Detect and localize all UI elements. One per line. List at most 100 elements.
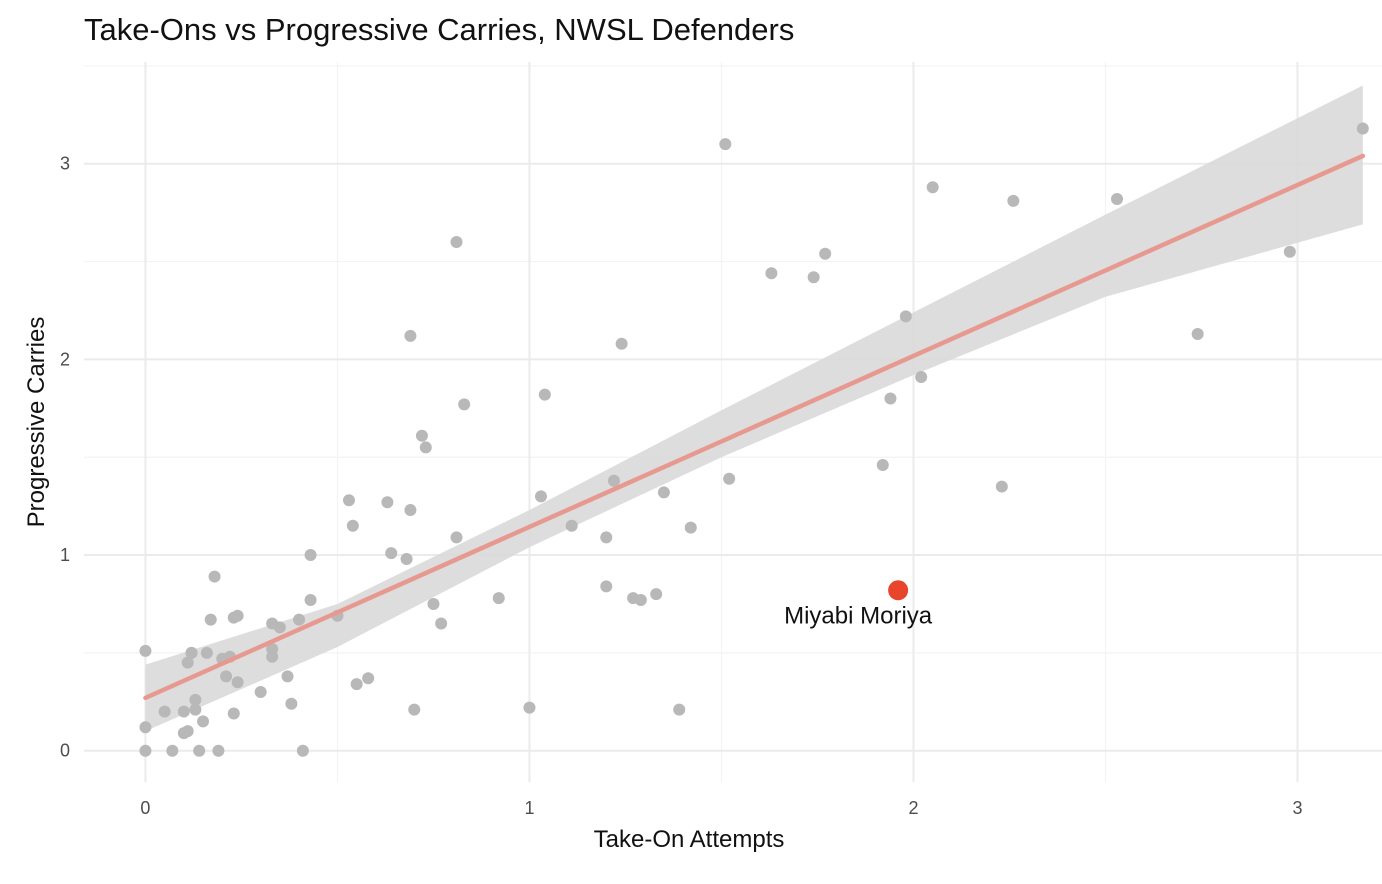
data-point	[204, 613, 217, 626]
data-point	[415, 429, 428, 442]
data-point	[408, 703, 421, 716]
y-tick-label: 2	[60, 349, 70, 369]
y-axis-title: Progressive Carries	[23, 317, 50, 528]
data-point	[273, 621, 286, 634]
data-point	[1111, 192, 1124, 205]
data-point	[200, 646, 213, 659]
data-point	[139, 744, 152, 757]
data-point	[819, 247, 832, 260]
data-point	[281, 670, 294, 683]
data-point	[884, 392, 897, 405]
confidence-band	[145, 85, 1363, 732]
data-point	[177, 705, 190, 718]
highlight-point	[888, 580, 909, 601]
data-point	[565, 519, 578, 532]
data-point	[538, 388, 551, 401]
data-point	[404, 504, 417, 517]
data-point	[673, 703, 686, 716]
y-tick-labels: 0 1 2 3	[60, 154, 70, 761]
data-point	[181, 725, 194, 738]
data-point	[404, 329, 417, 342]
data-point	[158, 705, 171, 718]
data-point	[362, 672, 375, 685]
data-point	[139, 721, 152, 734]
data-point	[807, 271, 820, 284]
data-point	[304, 549, 317, 562]
data-point	[231, 676, 244, 689]
data-point	[450, 531, 463, 544]
data-point	[419, 441, 432, 454]
data-point	[342, 494, 355, 507]
x-tick-label: 1	[524, 798, 534, 818]
data-point	[615, 337, 628, 350]
data-point	[296, 744, 309, 757]
data-point	[995, 480, 1008, 493]
data-point	[1191, 327, 1204, 340]
highlight-label: Miyabi Moriya	[784, 602, 933, 629]
data-point	[607, 474, 620, 487]
data-point	[139, 644, 152, 657]
chart-title: Take-Ons vs Progressive Carries, NWSL De…	[84, 12, 795, 47]
data-point	[220, 670, 233, 683]
data-point	[185, 646, 198, 659]
data-point	[304, 594, 317, 607]
data-point	[765, 267, 778, 280]
x-axis-title: Take-On Attempts	[594, 826, 785, 853]
major-gridlines	[84, 62, 1382, 782]
data-point	[650, 588, 663, 601]
data-point	[427, 597, 440, 610]
data-point	[634, 594, 647, 607]
trend-line	[143, 153, 1366, 701]
data-point	[293, 613, 306, 626]
y-tick-label: 0	[60, 741, 70, 761]
data-point	[1007, 194, 1020, 207]
data-point	[1356, 122, 1369, 135]
data-point	[231, 609, 244, 622]
data-point	[492, 592, 505, 605]
data-point	[1283, 245, 1296, 258]
data-point	[719, 138, 732, 151]
data-point	[435, 617, 448, 630]
data-point	[197, 715, 210, 728]
data-point	[600, 531, 613, 544]
x-tick-labels: 0 1 2 3	[140, 798, 1302, 818]
data-point	[723, 472, 736, 485]
data-point	[346, 519, 359, 532]
points-layer	[139, 122, 1369, 757]
trend-layer	[143, 153, 1366, 701]
data-point	[915, 371, 928, 383]
data-point	[189, 693, 202, 706]
data-point	[181, 656, 194, 669]
data-point	[458, 398, 471, 411]
data-point	[208, 570, 221, 583]
data-point	[926, 181, 939, 194]
data-point	[266, 650, 279, 663]
data-point	[189, 703, 202, 716]
data-point	[385, 547, 398, 560]
data-point	[166, 744, 179, 757]
data-point	[254, 686, 267, 698]
y-tick-label: 3	[60, 154, 70, 174]
data-point	[381, 496, 394, 509]
confidence-band-layer	[145, 85, 1363, 732]
y-tick-label: 1	[60, 545, 70, 565]
x-tick-label: 0	[140, 798, 150, 818]
data-point	[450, 236, 463, 248]
x-tick-label: 2	[908, 798, 918, 818]
data-point	[657, 486, 670, 499]
data-point	[899, 310, 912, 323]
data-point	[285, 697, 298, 710]
data-point	[193, 744, 206, 757]
data-point	[600, 580, 613, 593]
data-point	[534, 490, 547, 503]
data-point	[400, 552, 413, 565]
highlight-layer: Miyabi Moriya	[784, 580, 933, 629]
x-tick-label: 3	[1293, 798, 1303, 818]
data-point	[227, 707, 240, 720]
data-point	[350, 678, 363, 691]
data-point	[876, 459, 889, 472]
data-point	[212, 744, 225, 757]
data-point	[523, 701, 536, 714]
data-point	[684, 521, 697, 534]
